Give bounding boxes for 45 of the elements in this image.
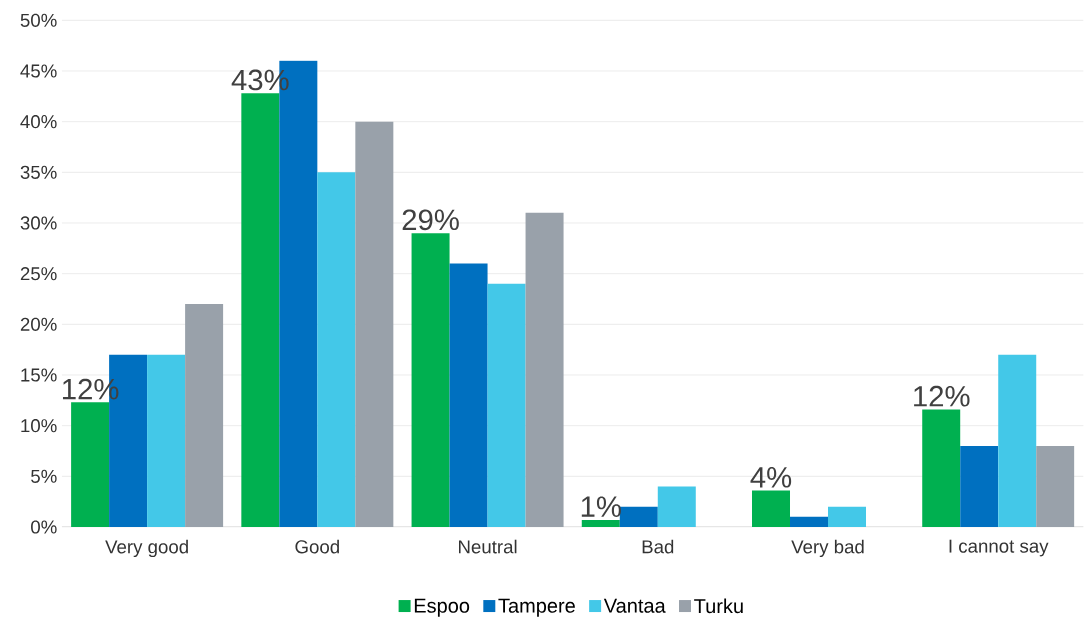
y-tick-label: 10% — [21, 419, 57, 433]
bar — [71, 402, 110, 527]
y-tick-label: 45% — [20, 64, 57, 78]
legend-label: Vantaa — [603, 598, 666, 613]
x-tick-label: Very bad — [791, 539, 864, 558]
bar — [657, 486, 696, 527]
y-tick-label: 0% — [31, 520, 57, 534]
y-tick-label: 5% — [31, 469, 57, 483]
bar — [525, 212, 564, 527]
bar — [241, 93, 280, 527]
y-tick-label: 40% — [20, 115, 57, 129]
bar — [355, 121, 394, 527]
x-tick-label: Very good — [105, 539, 188, 558]
legend-label: Tampere — [498, 598, 575, 617]
bar — [487, 283, 526, 527]
y-tick-label: 25% — [20, 267, 57, 281]
bar — [619, 506, 658, 527]
bar — [449, 263, 488, 527]
x-tick-label: I cannot say — [949, 539, 1049, 557]
bar — [581, 519, 620, 527]
y-tick-label: 50% — [20, 13, 57, 27]
y-tick-label: 15% — [21, 368, 57, 382]
bar — [185, 304, 224, 527]
y-tick-label: 20% — [20, 317, 57, 331]
bar — [317, 172, 356, 527]
legend-label: Espoo — [414, 598, 470, 617]
bar — [828, 506, 867, 527]
bar — [752, 490, 791, 527]
bar — [922, 409, 961, 527]
bar — [411, 233, 450, 527]
y-tick-label: 35% — [20, 165, 57, 179]
bar — [147, 354, 186, 527]
data-label: 12% — [914, 385, 970, 407]
bar — [790, 516, 829, 527]
x-tick-label: Neutral — [459, 539, 517, 554]
bar — [1036, 445, 1075, 527]
bar — [998, 354, 1037, 527]
x-tick-label: Good — [295, 539, 339, 554]
legend-label: Turku — [694, 598, 743, 614]
y-tick-label: 30% — [20, 216, 57, 230]
data-label: 4% — [750, 467, 792, 488]
data-label: 29% — [402, 209, 459, 231]
data-label: 1% — [581, 496, 621, 517]
bar — [960, 445, 999, 527]
x-tick-label: Bad — [642, 539, 674, 554]
